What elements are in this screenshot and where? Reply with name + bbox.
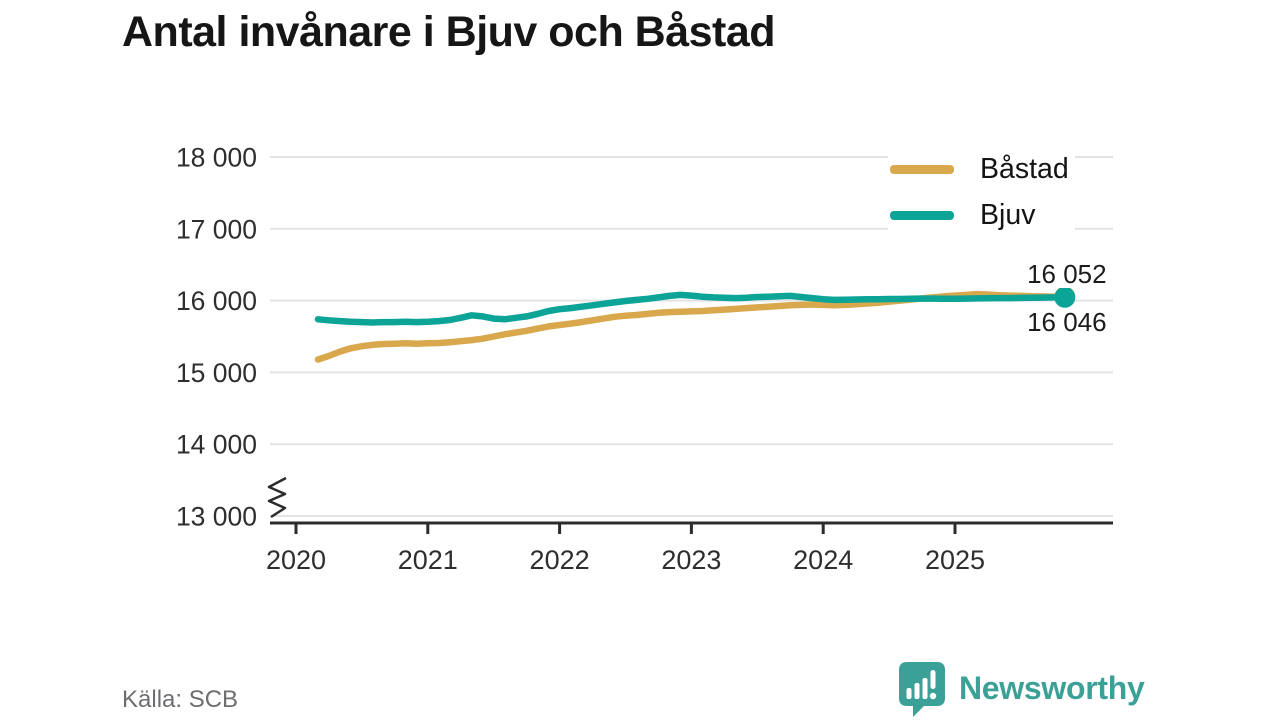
axis-break-icon [267,476,287,519]
newsworthy-logo: Newsworthy [897,660,1145,717]
y-tick-label: 13 000 [176,502,257,532]
legend-swatch-bastad [890,164,954,174]
y-tick-label: 14 000 [176,430,257,460]
chart-title: Antal invånare i Bjuv och Båstad [122,8,776,56]
y-tick-label: 15 000 [176,358,257,388]
legend-label-bjuv: Bjuv [980,198,1036,231]
legend-item-bastad: Båstad [888,146,1075,192]
y-tick-label: 18 000 [176,143,257,173]
newsworthy-logo-text: Newsworthy [959,670,1145,706]
end-dot-bjuv [1054,286,1076,308]
end-value-bastad: 16 052 [1024,260,1110,289]
legend-item-bjuv: Bjuv [888,192,1075,238]
legend-swatch-bjuv [890,210,954,220]
source-note: Källa: SCB [122,686,239,713]
y-tick-label: 16 000 [176,286,257,316]
end-value-bjuv: 16 046 [1024,308,1110,337]
y-tick-label: 17 000 [176,214,257,244]
newsworthy-logo-icon [899,662,945,717]
series-line-bjuv [314,291,1069,326]
x-tick-label: 2021 [398,545,458,575]
legend: Båstad Bjuv [888,146,1075,238]
x-tick-label: 2022 [530,545,590,575]
x-tick-label: 2020 [266,545,326,575]
x-tick-label: 2023 [661,545,721,575]
series-line-bstad [314,290,1069,363]
x-tick-label: 2024 [793,545,853,575]
x-tick-label: 2025 [925,545,985,575]
legend-label-bastad: Båstad [980,152,1069,185]
